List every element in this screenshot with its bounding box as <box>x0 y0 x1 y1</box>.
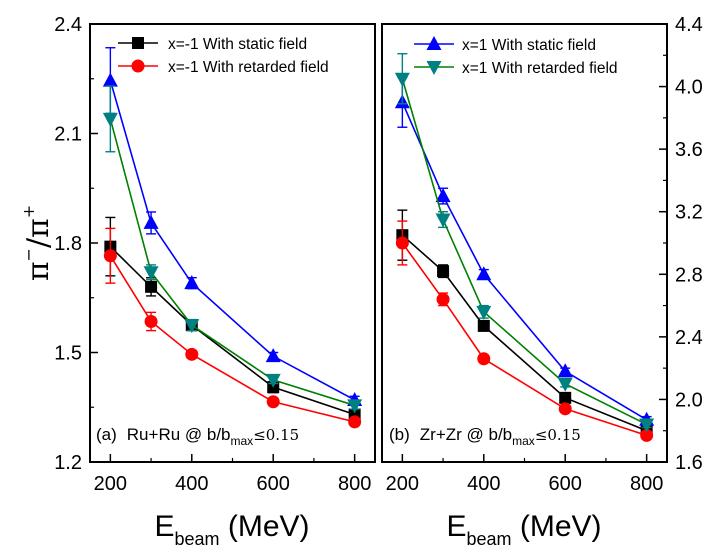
x-tick-label-b-200: 200 <box>386 473 419 495</box>
ylabel-pi-1: π <box>21 261 56 281</box>
panel-a-annotation: (a) Ru+Ru @ b/bmax≤0.15 <box>96 425 299 448</box>
xlabel-a-main: E <box>154 510 174 543</box>
ylabel-minus: − <box>19 248 38 261</box>
series-line-a-1 <box>109 255 355 423</box>
data-point-a-1-4 <box>348 415 362 429</box>
x-axis-title-b: Ebeam (MeV) <box>446 510 601 547</box>
legend-b-triangle-up-marker <box>426 36 442 50</box>
x-tick-label-a-600: 600 <box>257 473 290 495</box>
x-tick-label-b-800: 800 <box>630 473 663 495</box>
xlabel-a-sub: beam <box>174 529 219 547</box>
y-tick-label-a-2.1: 2.1 <box>54 124 82 146</box>
y-tick-label-a-2.4: 2.4 <box>54 14 82 36</box>
series-line-a-3 <box>109 118 355 407</box>
legend-a-square-marker <box>132 37 144 49</box>
xlabel-b-unit: (MeV) <box>512 510 602 543</box>
data-point-a-3-3 <box>265 373 281 388</box>
x-tick-label-a-400: 400 <box>175 473 208 495</box>
xlabel-a-unit: (MeV) <box>220 510 310 543</box>
data-point-a-2-1 <box>143 214 159 229</box>
x-tick-label-a-800: 800 <box>338 473 371 495</box>
panel-b-annotation: (b) Zr+Zr @ b/bmax≤0.15 <box>389 425 581 448</box>
panel-b-cond: ≤0.15 <box>535 426 581 444</box>
x-tick-label-b-600: 600 <box>549 473 582 495</box>
data-point-b-2-2 <box>476 266 492 281</box>
legend-b: x=1 With static field x=1 With retarded … <box>414 36 618 77</box>
data-point-a-1-2 <box>185 347 199 361</box>
data-point-b-0-2 <box>477 319 490 332</box>
data-point-b-3-2 <box>476 305 492 320</box>
panel-b-system: Zr+Zr @ b/b <box>420 425 512 444</box>
xlabel-b-sub: beam <box>466 529 511 547</box>
panel-a-prefix: (a) <box>96 425 117 444</box>
series-line-b-3 <box>401 78 648 426</box>
panel-a-frame <box>89 23 376 463</box>
data-point-b-3-4 <box>639 418 655 433</box>
data-point-b-0-1 <box>437 265 450 278</box>
y-tick-label-b-4: 4.0 <box>675 77 703 99</box>
x-tick-label-a-200: 200 <box>94 473 127 495</box>
data-point-a-1-3 <box>266 395 280 409</box>
y-tick-label-b-3.2: 3.2 <box>675 202 703 224</box>
panel-b-prefix: (b) <box>389 425 410 444</box>
data-point-a-0-1 <box>145 280 158 293</box>
data-point-b-3-3 <box>557 377 573 392</box>
y-tick-label-b-2: 2.0 <box>675 389 703 411</box>
y-tick-label-a-1.5: 1.5 <box>54 343 82 365</box>
panel-a-sub: max <box>231 434 254 448</box>
panel-b-sub: max <box>512 434 535 448</box>
data-point-a-2-2 <box>184 275 200 290</box>
data-point-a-2-0 <box>102 72 118 87</box>
y-tick-label-b-1.6: 1.6 <box>675 452 703 474</box>
data-point-a-3-0 <box>102 112 118 127</box>
y-tick-label-b-2.4: 2.4 <box>675 327 703 349</box>
data-point-a-3-1 <box>143 266 159 281</box>
y-tick-label-b-2.8: 2.8 <box>675 264 703 286</box>
y-tick-label-b-4.4: 4.4 <box>675 14 703 36</box>
data-point-b-2-1 <box>435 188 451 203</box>
data-point-b-0-3 <box>559 391 572 404</box>
data-point-b-1-2 <box>477 352 491 366</box>
x-tick-label-b-400: 400 <box>467 473 500 495</box>
data-point-b-2-3 <box>557 363 573 378</box>
ylabel-pi-2: π <box>21 218 56 238</box>
panel-b-frame <box>381 23 668 463</box>
data-point-a-1-1 <box>144 314 158 328</box>
y-axis-title: π−/π+ <box>19 205 56 281</box>
legend-b-triangle-down-marker <box>426 61 442 75</box>
y-tick-label-a-1.8: 1.8 <box>54 233 82 255</box>
data-point-a-2-3 <box>265 348 281 363</box>
data-point-b-1-3 <box>558 402 572 416</box>
y-tick-label-b-3.6: 3.6 <box>675 139 703 161</box>
ylabel-slash: / <box>21 237 56 248</box>
legend-a: x=-1 With static field x=-1 With retarde… <box>118 36 329 76</box>
series-layer <box>102 47 655 442</box>
data-point-b-1-0 <box>395 236 409 250</box>
y-tick-label-a-1.2: 1.2 <box>54 452 82 474</box>
legend-b-item-2: x=1 With retarded field <box>462 60 618 77</box>
legend-b-item-1: x=1 With static field <box>462 37 596 54</box>
data-point-a-3-4 <box>347 399 363 414</box>
svg-text:π−/π+: π−/π+ <box>19 205 56 281</box>
data-point-b-3-0 <box>394 72 410 87</box>
data-point-a-3-2 <box>184 319 200 334</box>
data-point-b-1-4 <box>640 428 654 442</box>
panel-a-system: Ru+Ru @ b/b <box>127 425 231 444</box>
x-axis-title-a: Ebeam (MeV) <box>154 510 309 547</box>
data-point-b-3-1 <box>435 213 451 228</box>
panel-a-cond: ≤0.15 <box>253 426 299 444</box>
ticks-layer: 200 400 600 800 1.2 1.5 1.8 2.1 2.4 200 400 600 800 1… <box>54 14 703 495</box>
data-point-a-1-0 <box>103 249 117 263</box>
ylabel-plus: + <box>19 205 38 218</box>
data-point-b-1-1 <box>436 292 450 306</box>
xlabel-b-main: E <box>446 510 466 543</box>
series-line-b-2 <box>401 101 648 421</box>
legend-a-item-1: x=-1 With static field <box>168 36 307 53</box>
legend-a-item-2: x=-1 With retarded field <box>168 59 329 76</box>
legend-a-circle-marker <box>131 59 145 73</box>
